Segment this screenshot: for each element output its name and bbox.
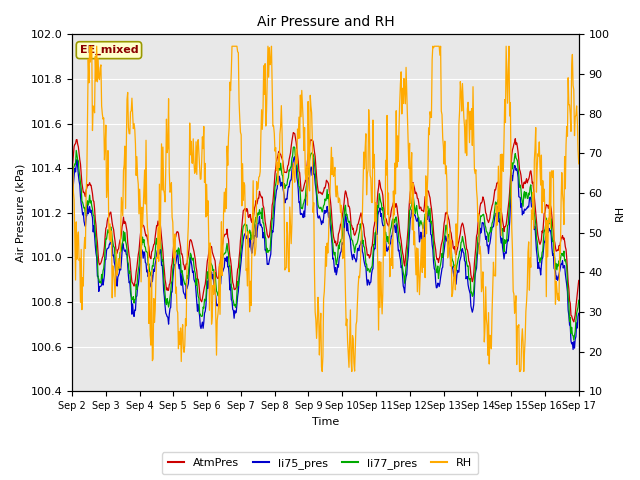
X-axis label: Time: Time xyxy=(312,417,339,427)
Legend: AtmPres, li75_pres, li77_pres, RH: AtmPres, li75_pres, li77_pres, RH xyxy=(162,453,478,474)
Y-axis label: RH: RH xyxy=(615,205,625,221)
Y-axis label: Air Pressure (kPa): Air Pressure (kPa) xyxy=(15,164,25,262)
Text: EE_mixed: EE_mixed xyxy=(79,45,138,55)
Title: Air Pressure and RH: Air Pressure and RH xyxy=(257,15,394,29)
